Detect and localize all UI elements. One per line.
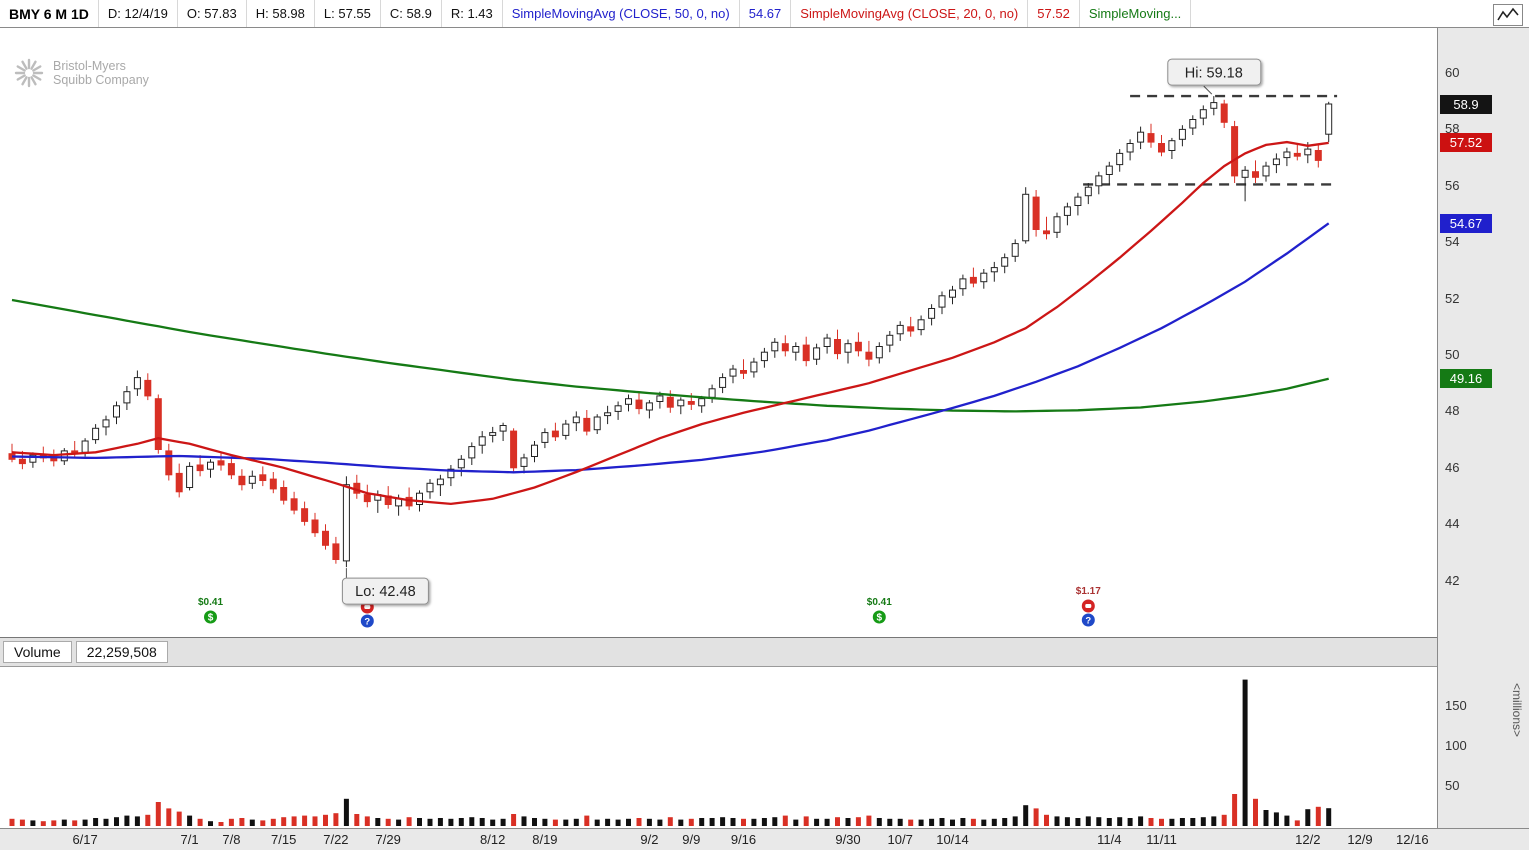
- sma200-label[interactable]: SimpleMoving...: [1080, 0, 1192, 27]
- svg-text:?: ?: [1085, 616, 1091, 627]
- bms-logo-icon: [14, 58, 44, 88]
- high-annotation: Hi: 59.18: [1167, 58, 1262, 95]
- consolidation-lines[interactable]: [1083, 94, 1338, 186]
- price-tick: 52: [1445, 290, 1460, 306]
- svg-text:Lo: 42.48: Lo: 42.48: [355, 584, 415, 600]
- svg-text:Hi: 59.18: Hi: 59.18: [1185, 66, 1243, 82]
- price-tick: 42: [1445, 572, 1460, 588]
- date-label: 9/2: [640, 832, 659, 847]
- date-label: 9/16: [730, 832, 757, 847]
- price-tick: 58: [1445, 121, 1460, 137]
- price-tick: 46: [1445, 459, 1460, 475]
- chart-style-button[interactable]: [1493, 3, 1523, 26]
- high-readout: H: 58.98: [247, 0, 315, 27]
- chart-toolbar: BMY 6 M 1D D: 12/4/19 O: 57.83 H: 58.98 L: 5…: [0, 0, 1529, 28]
- time-axis[interactable]: 6/17 7/1 7/8 7/15 7/22 7/29 8/12 8/19 9/2 9/9 9/16…: [0, 828, 1529, 850]
- earnings-icon[interactable]: [1081, 599, 1095, 613]
- date-readout: D: 12/4/19: [99, 0, 178, 27]
- price-tag: 49.16: [1440, 369, 1492, 389]
- event-amount-label: $0.41: [198, 597, 223, 608]
- sma20-label[interactable]: SimpleMovingAvg (CLOSE, 20, 0, no): [791, 0, 1029, 27]
- low-annotation: Lo: 42.48: [341, 568, 429, 605]
- low-readout: L: 57.55: [315, 0, 381, 27]
- volume-unit-label: <millions>: [1510, 683, 1524, 738]
- sma20-line[interactable]: [11, 140, 1329, 506]
- question-icon[interactable]: ?: [1081, 613, 1095, 627]
- watermark-text: Bristol-Myers Squibb Company: [53, 59, 149, 88]
- event-markers: $0.41 $ ? $0.41 $ $1.17?: [198, 586, 1101, 628]
- volume-tick: 100: [1445, 738, 1467, 753]
- candles[interactable]: [8, 96, 1333, 568]
- close-readout: C: 58.9: [381, 0, 442, 27]
- volume-bars[interactable]: [9, 679, 1332, 826]
- svg-text:$: $: [877, 613, 883, 624]
- volume-indicator-label[interactable]: Volume: [3, 641, 72, 663]
- price-tick: 56: [1445, 177, 1460, 193]
- price-tick: 50: [1445, 347, 1460, 362]
- date-label: 8/19: [532, 832, 558, 847]
- date-label: 7/15: [271, 832, 297, 847]
- volume-tick: 50: [1445, 778, 1460, 793]
- line-chart-icon: [1497, 7, 1519, 20]
- price-axis[interactable]: <millions> 60 58 56 54 52 50 48 46 44 42 58.9 57.52…: [1437, 28, 1529, 828]
- open-readout: O: 57.83: [178, 0, 247, 27]
- svg-text:?: ?: [364, 617, 370, 628]
- sma20-value: 57.52: [1028, 0, 1080, 27]
- event-amount-label: $1.17: [1076, 586, 1101, 597]
- price-chart-canvas[interactable]: $0.41 $ ? $0.41 $ $1.17? Hi: 59.18 Lo: 42.48: [0, 28, 1437, 637]
- date-label: 7/8: [222, 832, 241, 847]
- volume-canvas[interactable]: [0, 667, 1437, 828]
- question-icon[interactable]: ?: [360, 614, 374, 628]
- date-label: 7/1: [180, 832, 199, 847]
- event-amount-label: $0.41: [867, 597, 892, 608]
- price-tick: 54: [1445, 234, 1460, 250]
- toolbar-spacer: [1191, 0, 1493, 27]
- price-chart-pane[interactable]: Bristol-Myers Squibb Company $0.41 $? $0.4…: [0, 28, 1437, 637]
- sma50-line[interactable]: [11, 222, 1330, 474]
- date-label: 9/9: [682, 832, 701, 847]
- date-label: 7/22: [323, 832, 349, 847]
- date-label: 10/7: [887, 832, 913, 847]
- price-tag: 54.67: [1440, 213, 1492, 233]
- price-tick: 48: [1445, 403, 1460, 419]
- sma50-value: 54.67: [740, 0, 792, 27]
- volume-pane[interactable]: [0, 667, 1437, 828]
- volume-tick: 150: [1445, 698, 1467, 713]
- date-label: 11/11: [1146, 832, 1177, 847]
- toolbar-readouts: BMY 6 M 1D D: 12/4/19 O: 57.83 H: 58.98 L: 5…: [0, 0, 1192, 27]
- date-label: 11/4: [1097, 832, 1122, 847]
- date-label: 8/12: [480, 832, 506, 847]
- price-tag: 58.9: [1440, 94, 1492, 114]
- dividend-icon[interactable]: $: [872, 610, 886, 624]
- sma200-line[interactable]: [11, 298, 1329, 413]
- date-label: 6/17: [72, 832, 98, 847]
- sma50-label[interactable]: SimpleMovingAvg (CLOSE, 50, 0, no): [503, 0, 740, 27]
- watermark-line1: Bristol-Myers: [53, 58, 126, 73]
- svg-text:$: $: [208, 613, 214, 624]
- watermark-line2: Squibb Company: [53, 73, 149, 87]
- volume-value: 22,259,508: [75, 641, 168, 663]
- date-label: 7/29: [375, 832, 401, 847]
- range-readout: R: 1.43: [442, 0, 503, 27]
- price-tag: 57.52: [1440, 133, 1492, 153]
- date-label: 9/30: [835, 832, 861, 847]
- dividend-icon[interactable]: $: [204, 610, 217, 624]
- date-label: 10/14: [936, 832, 969, 847]
- company-watermark: Bristol-Myers Squibb Company: [12, 56, 149, 90]
- price-tick: 60: [1445, 65, 1460, 80]
- volume-header: Volume 22,259,508: [0, 637, 1437, 667]
- symbol-timeframe-readout[interactable]: BMY 6 M 1D: [0, 0, 99, 27]
- date-label: 12/16: [1396, 832, 1429, 847]
- date-label: 12/2: [1295, 832, 1321, 847]
- price-tick: 44: [1445, 516, 1460, 532]
- date-label: 12/9: [1347, 832, 1373, 847]
